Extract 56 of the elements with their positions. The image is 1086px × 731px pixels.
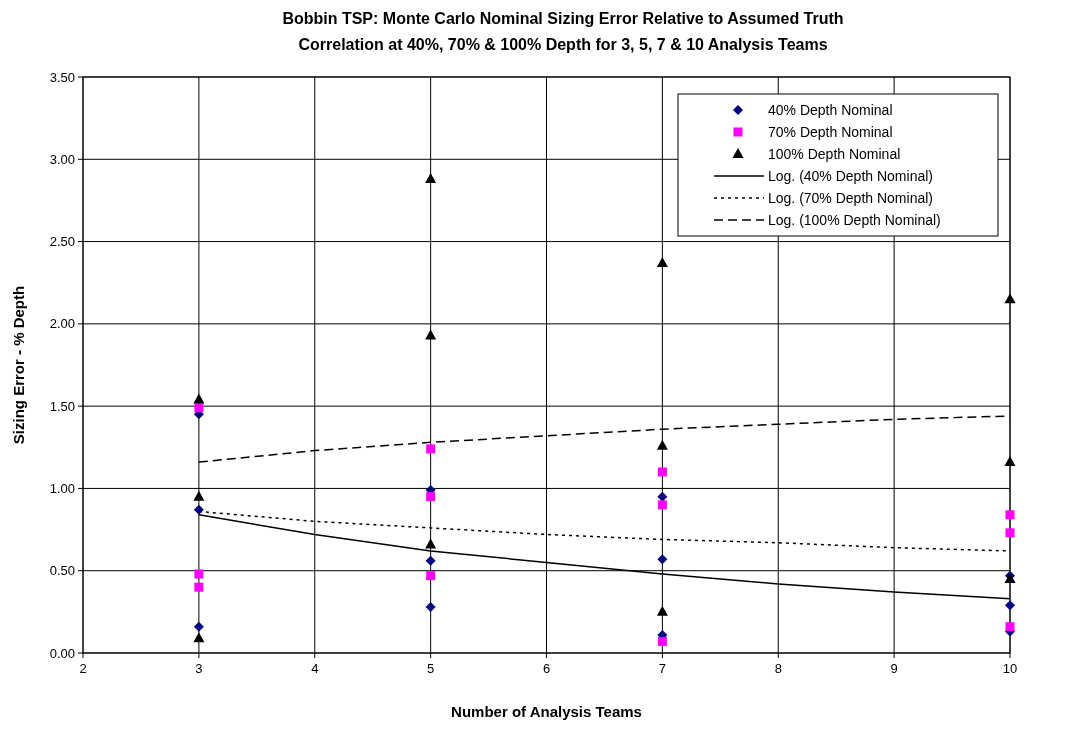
point bbox=[1005, 600, 1015, 611]
y-tick-label: 3.00 bbox=[49, 151, 75, 167]
point bbox=[425, 601, 436, 612]
point bbox=[425, 173, 437, 184]
chart-title: Bobbin TSP: Monte Carlo Nominal Sizing Error Relative to Assumed Truth bbox=[282, 10, 844, 27]
y-tick-label: 3.50 bbox=[49, 69, 75, 85]
y-tick-label: 2.00 bbox=[49, 316, 75, 332]
point bbox=[193, 621, 204, 632]
y-tick-label: 0.00 bbox=[49, 645, 75, 661]
y-axis-title: Sizing Error - % Depth bbox=[10, 285, 27, 445]
point bbox=[193, 490, 205, 501]
point bbox=[657, 467, 667, 477]
x-tick-label: 9 bbox=[890, 661, 898, 676]
point bbox=[657, 500, 667, 510]
point bbox=[656, 439, 668, 450]
y-tick-label: 0.50 bbox=[49, 563, 75, 579]
x-axis-title: Number of Analysis Teams bbox=[451, 703, 642, 720]
x-tick-label: 6 bbox=[542, 661, 551, 676]
legend-label: Log. (100% Depth Nominal) bbox=[768, 211, 941, 228]
point bbox=[425, 329, 437, 340]
point bbox=[657, 554, 668, 565]
point bbox=[657, 636, 667, 646]
point bbox=[1005, 510, 1015, 520]
legend-label: 40% Depth Nominal bbox=[768, 101, 893, 118]
y-tick-label: 1.50 bbox=[49, 398, 75, 414]
point bbox=[656, 256, 668, 267]
x-tick-label: 5 bbox=[427, 661, 435, 676]
chart-subtitle: Correlation at 40%, 70% & 100% Depth for 3, 5, 7 & 10 Analysis Teams bbox=[298, 36, 828, 53]
point bbox=[426, 492, 436, 502]
legend-label: 100% Depth Nominal bbox=[768, 145, 901, 162]
point bbox=[194, 569, 204, 579]
x-tick-label: 7 bbox=[658, 661, 666, 676]
legend-label: Log. (70% Depth Nominal) bbox=[768, 189, 933, 206]
x-tick-label: 10 bbox=[1002, 661, 1018, 676]
x-tick-label: 4 bbox=[311, 661, 319, 676]
x-tick-label: 2 bbox=[79, 661, 87, 676]
y-tick-label: 1.00 bbox=[49, 480, 75, 496]
point bbox=[1004, 456, 1016, 467]
point bbox=[657, 491, 668, 502]
point bbox=[425, 555, 436, 566]
point bbox=[1005, 622, 1015, 632]
point bbox=[193, 393, 205, 404]
point bbox=[656, 605, 668, 616]
legend-label: 70% Depth Nominal bbox=[768, 123, 893, 140]
point bbox=[1005, 528, 1015, 538]
point bbox=[425, 538, 437, 549]
point bbox=[426, 571, 436, 581]
point bbox=[193, 504, 204, 515]
legend-label: Log. (40% Depth Nominal) bbox=[768, 167, 933, 184]
point bbox=[426, 444, 436, 454]
point bbox=[1004, 293, 1016, 304]
x-tick-label: 3 bbox=[195, 661, 203, 676]
x-tick-label: 8 bbox=[774, 661, 782, 676]
point bbox=[193, 632, 205, 643]
y-tick-label: 2.50 bbox=[49, 234, 75, 250]
point bbox=[194, 582, 204, 592]
